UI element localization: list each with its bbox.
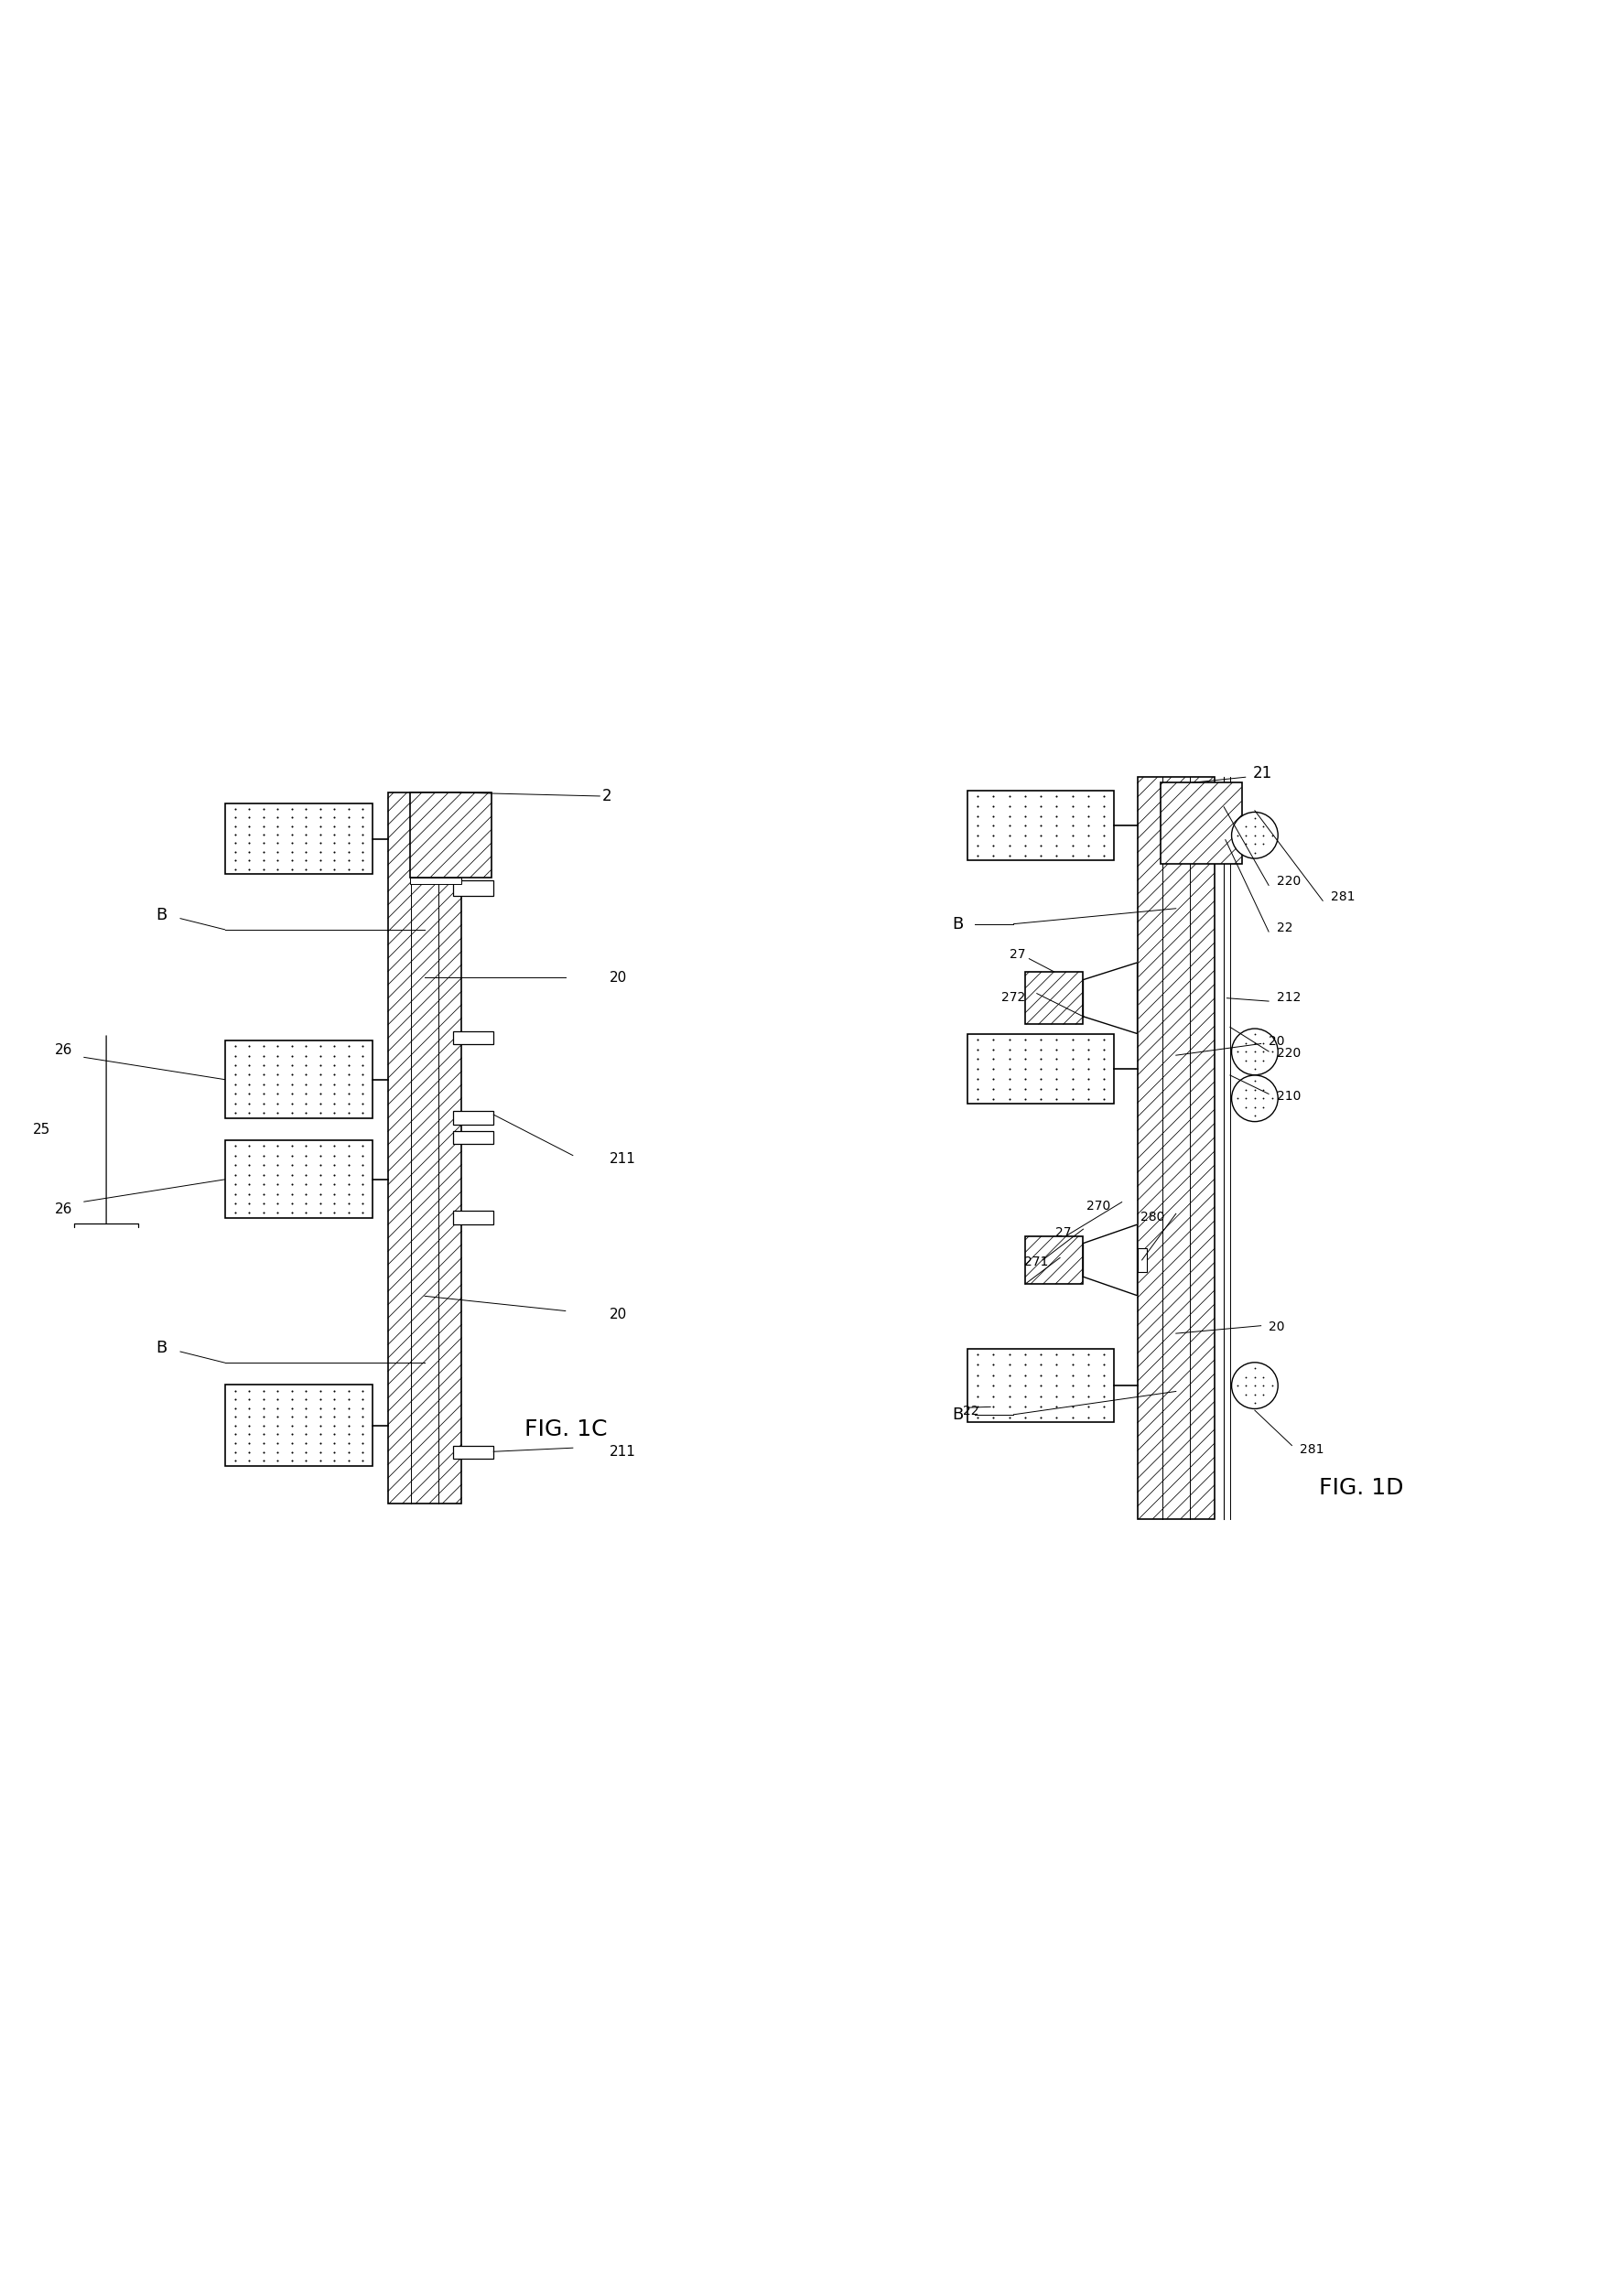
Bar <box>968 1035 1114 1104</box>
Text: 20: 20 <box>1269 1035 1285 1047</box>
Text: 20: 20 <box>610 1309 628 1322</box>
Bar <box>452 1031 494 1045</box>
Bar <box>452 1446 494 1458</box>
Text: 272: 272 <box>1001 992 1026 1003</box>
Bar <box>1026 971 1084 1024</box>
Bar <box>452 1111 494 1125</box>
Bar <box>452 1132 494 1143</box>
Text: FIG. 1D: FIG. 1D <box>1319 1476 1404 1499</box>
Circle shape <box>1232 1029 1278 1075</box>
Bar <box>411 792 491 877</box>
Text: 27: 27 <box>1009 948 1026 962</box>
Text: 26: 26 <box>55 1203 72 1217</box>
Bar <box>452 879 494 895</box>
Text: 280: 280 <box>1140 1210 1164 1224</box>
Polygon shape <box>1084 962 1137 1033</box>
Text: 27: 27 <box>1056 1226 1072 1240</box>
Text: 211: 211 <box>610 1444 636 1458</box>
Circle shape <box>1232 1075 1278 1120</box>
Text: 271: 271 <box>1024 1256 1048 1267</box>
Bar <box>1026 1235 1084 1283</box>
Text: 281: 281 <box>1330 891 1354 902</box>
Bar <box>225 804 374 875</box>
Text: 25: 25 <box>34 1123 52 1137</box>
Circle shape <box>1232 1362 1278 1410</box>
Text: B: B <box>952 916 963 932</box>
Text: 2: 2 <box>459 788 612 804</box>
Text: 21: 21 <box>1253 765 1272 781</box>
Bar <box>452 1210 494 1224</box>
Text: 20: 20 <box>1269 1320 1285 1334</box>
Text: 22: 22 <box>1277 921 1293 934</box>
Bar <box>1137 776 1214 1520</box>
Bar <box>1161 783 1241 863</box>
Text: 211: 211 <box>610 1153 636 1166</box>
Text: 210: 210 <box>1277 1091 1301 1102</box>
Text: 270: 270 <box>1087 1199 1111 1212</box>
Text: 20: 20 <box>610 971 628 985</box>
Bar <box>225 1384 374 1467</box>
Text: 22: 22 <box>963 1405 979 1417</box>
Text: 220: 220 <box>1277 1047 1301 1061</box>
Bar <box>968 792 1114 861</box>
Text: B: B <box>156 907 167 923</box>
Bar <box>968 1348 1114 1421</box>
Text: 26: 26 <box>55 1042 72 1056</box>
Bar <box>411 877 462 884</box>
Circle shape <box>1232 813 1278 859</box>
Bar <box>388 792 462 1504</box>
Bar <box>225 1040 374 1118</box>
Polygon shape <box>1084 1224 1137 1295</box>
Text: 220: 220 <box>1277 875 1301 889</box>
Text: B: B <box>156 1339 167 1357</box>
Text: 212: 212 <box>1277 992 1301 1003</box>
Bar <box>1137 1249 1146 1272</box>
Text: FIG. 1C: FIG. 1C <box>523 1419 607 1440</box>
Bar <box>225 1141 374 1219</box>
Text: B: B <box>952 1407 963 1424</box>
Text: 281: 281 <box>1299 1442 1323 1456</box>
